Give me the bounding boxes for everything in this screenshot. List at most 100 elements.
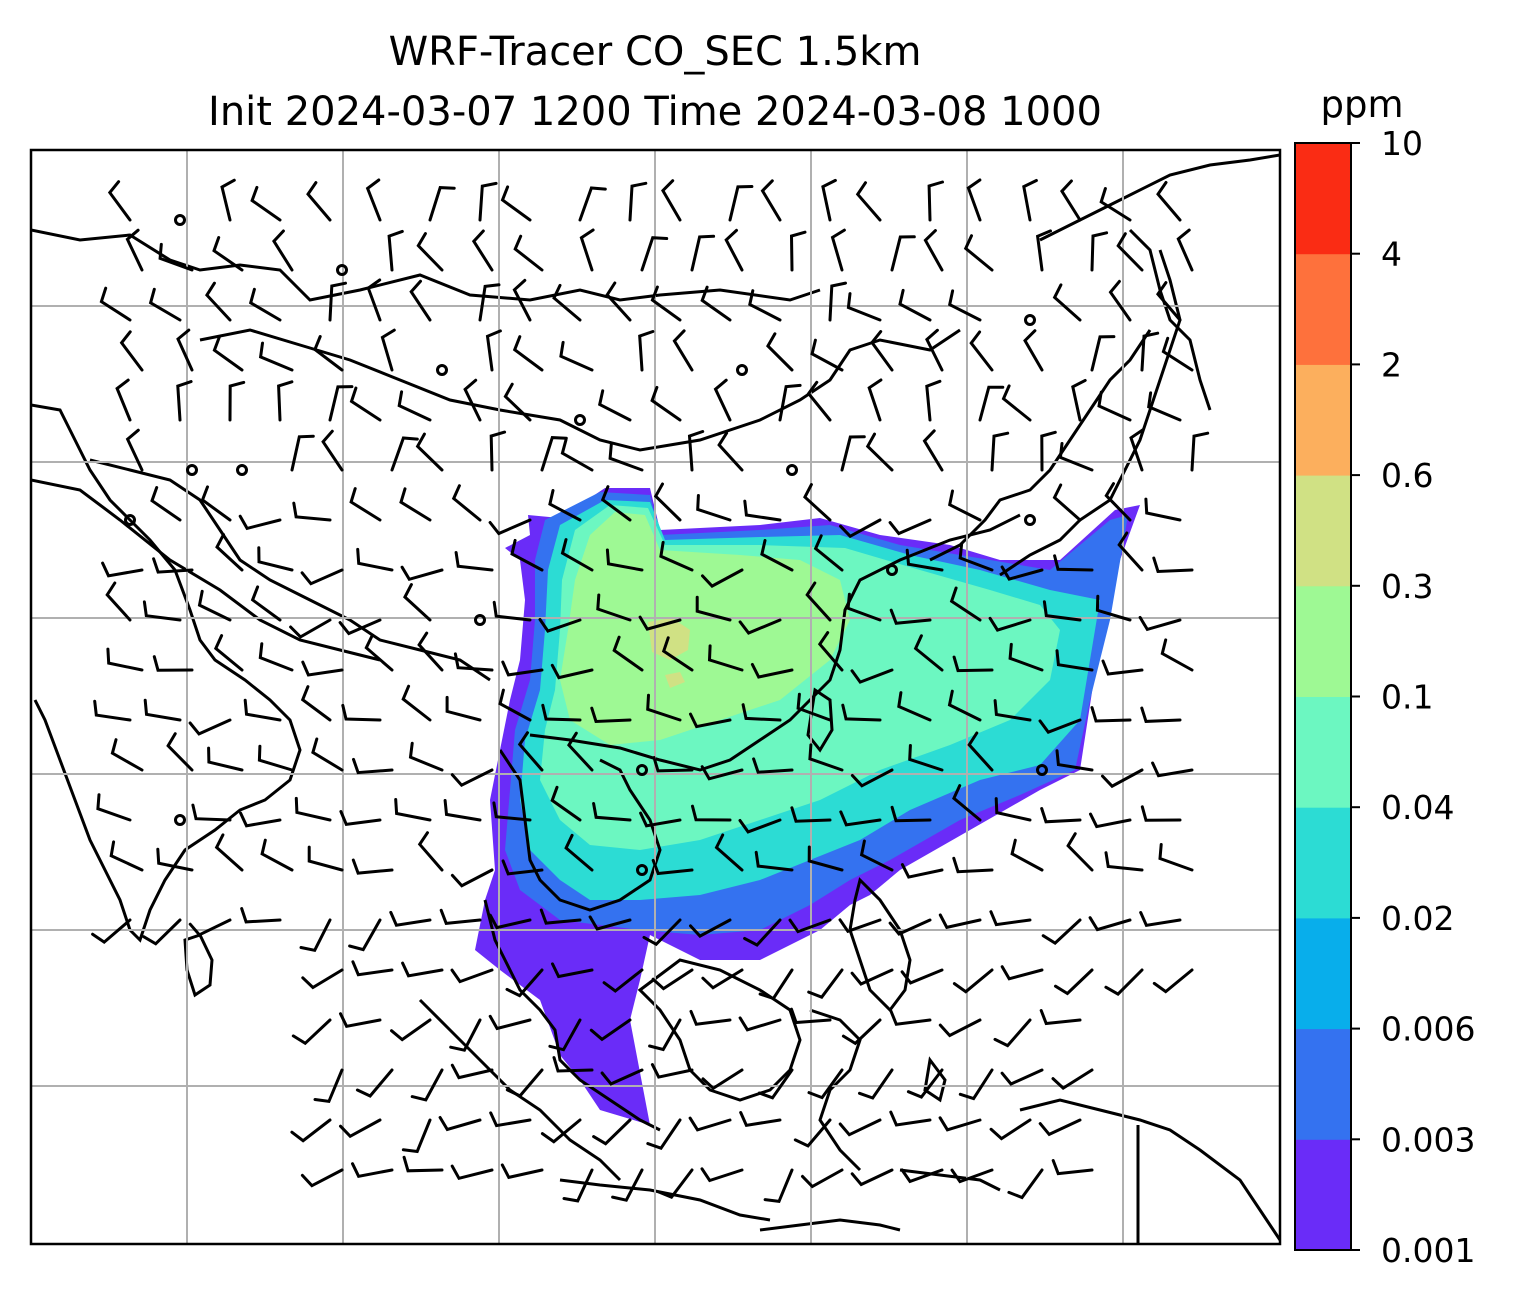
wind-barb [796,692,832,722]
wind-barb [608,442,644,472]
wind-barb [258,341,294,372]
wind-barb [1152,556,1194,574]
wind-barb [952,655,994,673]
wind-barb [492,801,532,822]
wind-barb [793,1118,832,1148]
wind-barb [125,428,144,472]
wind-barb [1040,430,1057,472]
wind-barb [559,340,594,372]
wind-barb [1040,807,1082,824]
wind-barb [651,858,694,876]
wind-barb [1140,805,1182,822]
wind-barb [993,699,1032,722]
wind-barb [605,548,644,572]
wind-barb [306,181,332,222]
wind-barb [596,593,632,622]
wind-barb [696,494,732,522]
wind-barb [897,691,932,722]
wind-barb [600,485,632,522]
wind-barb [290,434,315,472]
wind-barb [416,232,444,272]
wind-barb [454,551,494,572]
wind-barb [410,1068,444,1102]
wind-barb [1042,600,1082,622]
wind-barb [101,561,144,578]
wind-barb [850,668,894,684]
wind-barb [858,1068,894,1100]
wind-barb [900,1168,944,1184]
wind-barb [949,586,982,622]
wind-barb [906,1068,944,1099]
wind-barb [567,731,594,772]
wind-barb [859,839,894,872]
wind-barb [925,379,942,422]
border-china-west [89,458,491,682]
map-frame [29,148,1282,1246]
wind-barb [397,390,432,422]
wind-barb [364,633,394,672]
wind-barb [927,180,944,222]
wind-barb [428,186,456,222]
wind-barb [517,731,544,772]
wind-barb [301,660,344,677]
colorbar-tick-label: 0.02 [1381,899,1454,938]
wind-barb [952,784,982,822]
wind-barb [115,378,132,422]
calm-wind-marker [186,464,198,476]
wind-barb [505,1068,544,1098]
wind-barb [952,856,994,874]
wind-barb [592,1118,632,1146]
wind-barb [277,380,294,422]
wind-barb [700,285,732,322]
wind-barb [994,797,1032,822]
wind-barb [489,1111,532,1128]
wind-barb [488,913,532,930]
wind-barb [790,1007,832,1025]
wind-barb [989,1118,1032,1141]
wind-barb [605,281,632,322]
wind-barb [938,913,982,930]
wind-barb [1066,832,1094,872]
wind-barb [538,618,582,633]
wind-barb [790,806,832,823]
wind-barb [1152,968,1194,994]
wind-barb [650,1063,694,1079]
wind-barb [390,436,419,472]
wind-barb [311,737,344,772]
chart-title-line1: WRF-Tracer CO_SEC 1.5km [388,29,922,75]
wind-barb [1060,179,1082,222]
wind-barb [1041,918,1082,945]
wind-barb [589,1018,632,1042]
wind-barb [1140,706,1182,723]
wind-barb [489,430,507,472]
wind-barb [889,1110,932,1127]
wind-barb [898,288,932,322]
wind-barb [1144,497,1182,522]
wind-barb [228,380,246,422]
wind-barb [539,908,582,925]
wind-barb [478,283,501,322]
wind-barb [300,685,332,722]
wind-barb [578,186,607,222]
wind-barb [258,642,294,672]
wind-barb [240,907,282,924]
wind-barb [478,181,498,222]
wind-barb [191,803,232,822]
wind-barb [339,810,382,827]
wind-barb [1104,968,1144,996]
wind-barb [724,228,744,272]
colorbar-tick-label: 0.003 [1381,1120,1475,1159]
wind-barb [1160,638,1194,672]
wind-barb [648,1018,682,1052]
wind-barb [639,811,682,828]
coast-indochina [498,749,662,912]
colorbar-segment [1295,696,1351,808]
wind-barb [550,663,594,680]
wind-barb [757,1068,794,1100]
wind-barb [1089,812,1132,829]
wind-barb [1158,843,1194,872]
wind-barb [492,600,532,622]
wind-barb [485,329,502,372]
